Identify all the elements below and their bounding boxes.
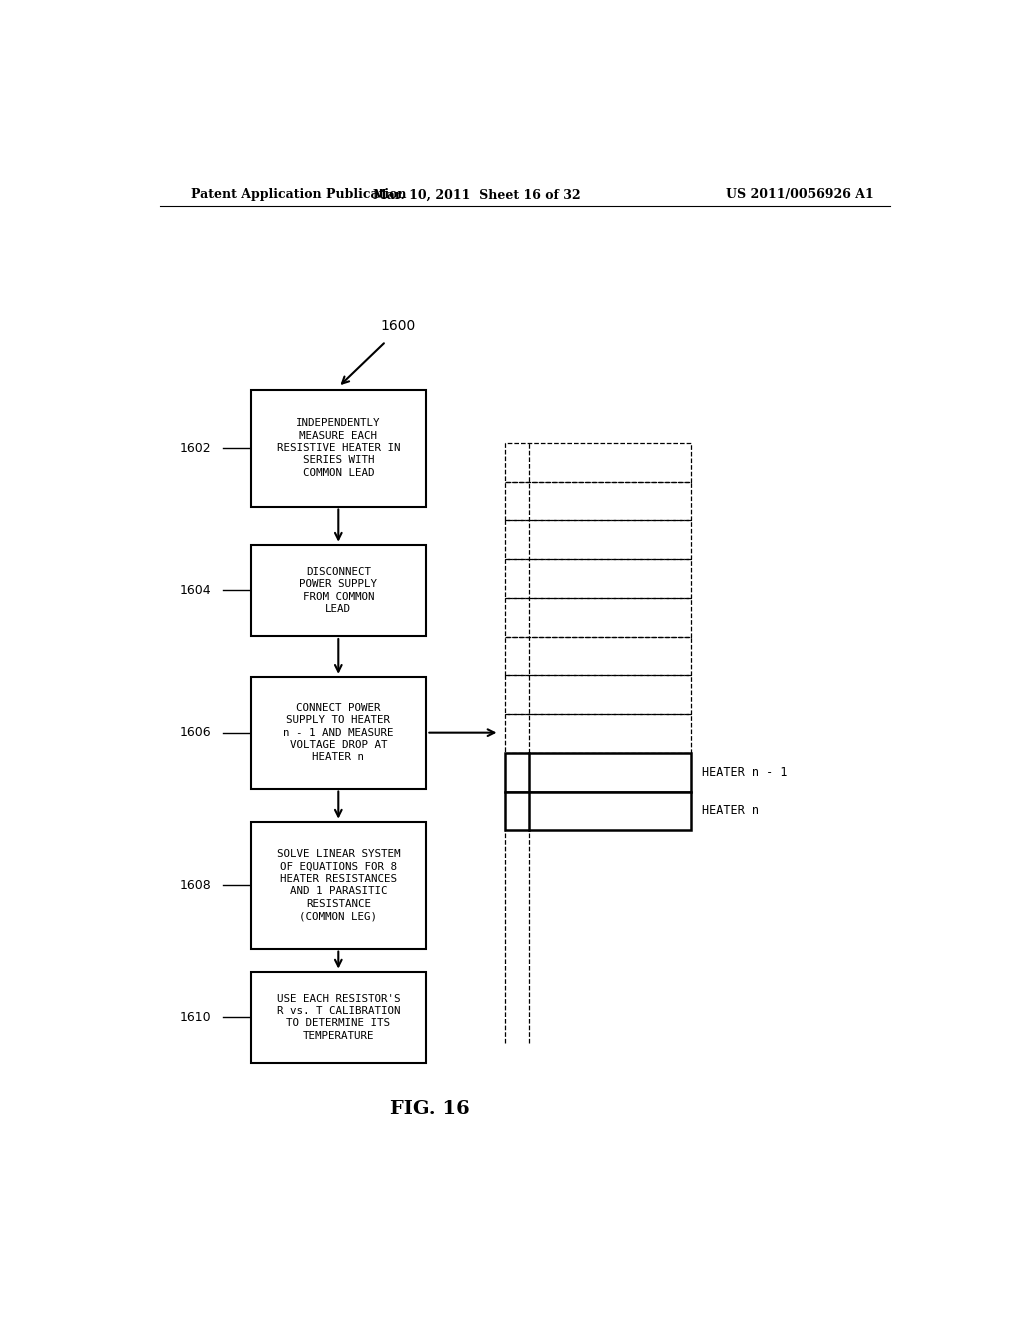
Text: 1600: 1600	[380, 319, 416, 333]
Bar	[505, 520, 691, 560]
Text: 1606: 1606	[179, 726, 211, 739]
Bar	[505, 752, 691, 792]
Text: FIG. 16: FIG. 16	[390, 1100, 469, 1118]
Text: CONNECT POWER
SUPPLY TO HEATER
n - 1 AND MEASURE
VOLTAGE DROP AT
HEATER n: CONNECT POWER SUPPLY TO HEATER n - 1 AND…	[283, 702, 393, 763]
Text: 1608: 1608	[179, 879, 211, 891]
Text: US 2011/0056926 A1: US 2011/0056926 A1	[726, 189, 873, 202]
Bar	[251, 972, 426, 1063]
Bar	[505, 560, 691, 598]
Text: 1604: 1604	[179, 583, 211, 597]
Bar	[505, 714, 691, 752]
Bar	[505, 444, 691, 482]
Text: Mar. 10, 2011  Sheet 16 of 32: Mar. 10, 2011 Sheet 16 of 32	[374, 189, 581, 202]
Text: DISCONNECT
POWER SUPPLY
FROM COMMON
LEAD: DISCONNECT POWER SUPPLY FROM COMMON LEAD	[299, 566, 377, 614]
Bar	[251, 821, 426, 949]
Bar	[505, 636, 691, 676]
Text: USE EACH RESISTOR'S
R vs. T CALIBRATION
TO DETERMINE ITS
TEMPERATURE: USE EACH RESISTOR'S R vs. T CALIBRATION …	[276, 994, 400, 1041]
Bar	[251, 677, 426, 788]
Bar	[505, 792, 691, 830]
Text: 1610: 1610	[179, 1011, 211, 1024]
Text: HEATER n: HEATER n	[701, 804, 759, 817]
Text: 1602: 1602	[179, 442, 211, 454]
Bar	[505, 676, 691, 714]
Text: INDEPENDENTLY
MEASURE EACH
RESISTIVE HEATER IN
SERIES WITH
COMMON LEAD: INDEPENDENTLY MEASURE EACH RESISTIVE HEA…	[276, 418, 400, 478]
Bar	[505, 482, 691, 520]
Bar	[251, 389, 426, 507]
Text: Patent Application Publication: Patent Application Publication	[191, 189, 407, 202]
Bar	[505, 598, 691, 636]
Text: HEATER n - 1: HEATER n - 1	[701, 766, 787, 779]
Bar	[251, 545, 426, 636]
Text: SOLVE LINEAR SYSTEM
OF EQUATIONS FOR 8
HEATER RESISTANCES
AND 1 PARASITIC
RESIST: SOLVE LINEAR SYSTEM OF EQUATIONS FOR 8 H…	[276, 849, 400, 921]
